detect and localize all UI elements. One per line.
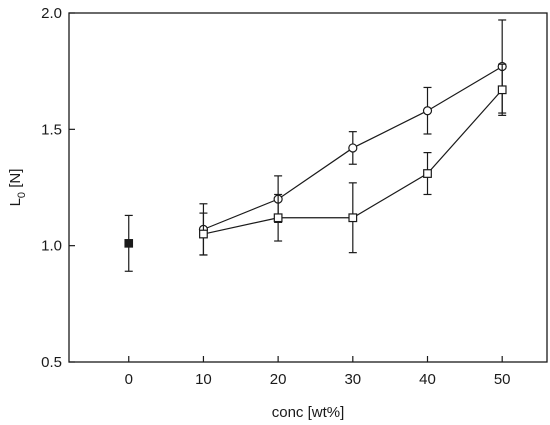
x-tick-label: 10: [195, 371, 212, 388]
data-point-square: [199, 229, 208, 239]
plot-area: [124, 19, 507, 272]
y-axis-title-subscript: 0: [16, 192, 28, 198]
data-point-square: [423, 169, 432, 178]
x-axis-title: conc [wt%]: [272, 404, 345, 421]
data-point-square: [348, 213, 358, 223]
data-point-square: [497, 85, 507, 95]
y-tick-label: 2.0: [41, 5, 62, 22]
x-tick-label: 50: [494, 371, 511, 388]
x-tick-label: 40: [419, 371, 436, 388]
data-point-square: [273, 213, 283, 223]
y-tick-label: 1.5: [41, 121, 62, 138]
y-tick-label: 1.0: [41, 238, 62, 255]
series-1: [124, 214, 134, 272]
data-point-circle: [422, 106, 433, 116]
y-axis-title: L0 [N]: [7, 169, 28, 207]
data-point-circle: [348, 143, 358, 153]
series-3: [199, 63, 507, 256]
y-tick-label: 0.5: [41, 354, 62, 371]
plot-frame: [68, 12, 548, 363]
x-tick-label: 30: [344, 371, 361, 388]
x-tick-label: 20: [270, 371, 287, 388]
axes: 0 10 20 30 40 50 0.5 1.0 1.5 2.0: [41, 5, 548, 388]
y-axis-title-main: L: [7, 198, 24, 206]
y-axis-title-unit: [N]: [7, 169, 24, 192]
data-point-filled-square: [124, 239, 134, 248]
x-tick-label: 0: [125, 371, 133, 388]
